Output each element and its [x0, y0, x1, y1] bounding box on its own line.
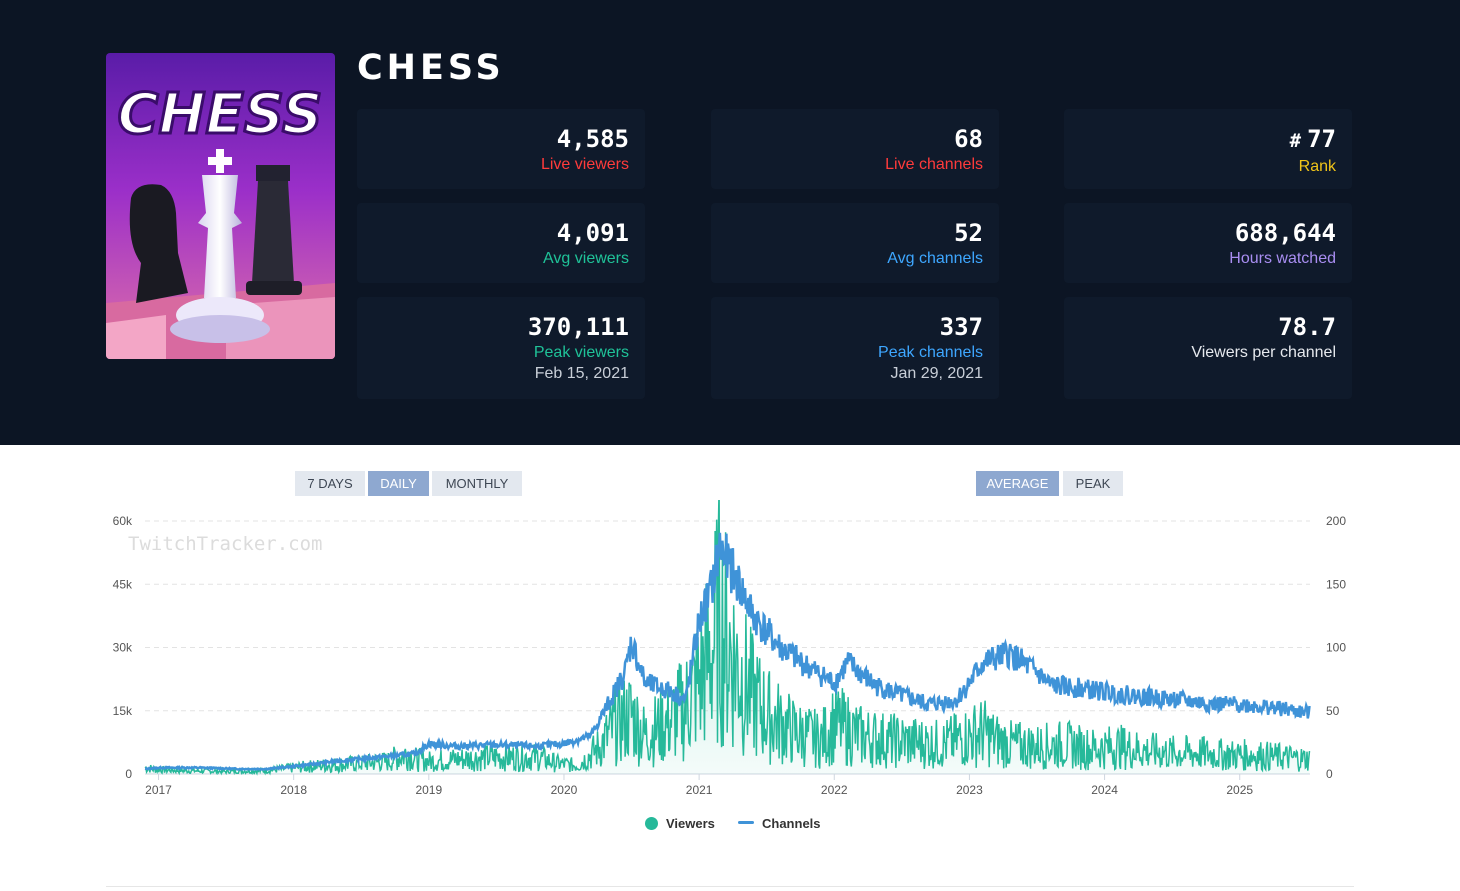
stat-value: 52 — [954, 219, 983, 247]
x-axis-tick-label: 2018 — [280, 783, 307, 797]
stat-label: Avg channels — [887, 250, 983, 267]
stat-value: #77 — [1064, 124, 1336, 156]
x-axis-tick-label: 2021 — [686, 783, 713, 797]
hash-symbol: # — [1289, 130, 1302, 152]
chart-legend: Viewers Channels — [0, 815, 1460, 835]
stat-card-peak-channels: 337 Peak channels Jan 29, 2021 — [711, 297, 999, 399]
stat-card-live-viewers: 4,585 Live viewers — [357, 109, 645, 189]
game-cover-art: CHESS — [106, 53, 335, 359]
watermark: TwitchTracker.com — [128, 533, 322, 555]
x-axis-tick-label: 2017 — [145, 783, 172, 797]
stat-label: Rank — [1298, 158, 1336, 175]
section-divider — [106, 886, 1354, 887]
stat-value: 370,111 — [527, 313, 629, 341]
stat-card-live-channels: 68 Live channels — [711, 109, 999, 189]
x-axis-tick-label: 2019 — [415, 783, 442, 797]
channels-series-line[interactable] — [144, 532, 1311, 772]
game-header: CHESS CHESS 4,585 Live viewers 68 Live c… — [0, 0, 1460, 445]
x-axis-tick-label: 2022 — [821, 783, 848, 797]
x-axis-tick-label: 2020 — [551, 783, 578, 797]
stat-value: 78.7 — [1278, 313, 1336, 341]
stat-label: Live viewers — [540, 156, 629, 173]
x-axis-tick-label: 2023 — [956, 783, 983, 797]
mode-average-button[interactable]: AVERAGE — [976, 471, 1059, 496]
mode-peak-button[interactable]: PEAK — [1063, 471, 1123, 496]
legend-label: Viewers — [666, 816, 715, 831]
legend-item-channels[interactable]: Channels — [738, 815, 821, 833]
rank-value: 77 — [1307, 125, 1336, 153]
range-7days-button[interactable]: 7 DAYS — [295, 471, 365, 496]
legend-item-viewers[interactable]: Viewers — [645, 815, 715, 833]
stat-label: Peak viewers — [533, 344, 629, 361]
stat-card-rank: #77 Rank — [1064, 109, 1352, 189]
stat-card-hours-watched: 688,644 Hours watched — [1064, 203, 1352, 283]
left-axis-tick-label: 30k — [113, 641, 133, 655]
x-axis-tick-label: 2024 — [1091, 783, 1118, 797]
stat-value: 337 — [939, 313, 983, 341]
left-axis-tick-label: 15k — [113, 704, 133, 718]
x-axis: 2017 2018 2019 2020 2021 2022 2023 2024 2025 — [145, 774, 1253, 797]
right-axis-tick-label: 150 — [1326, 577, 1346, 591]
left-axis-tick-label: 45k — [113, 577, 133, 591]
left-axis-tick-label: 0 — [125, 767, 132, 781]
right-axis-tick-label: 0 — [1326, 767, 1333, 781]
stat-value: 4,585 — [556, 125, 629, 153]
stat-label: Viewers per channel — [1191, 344, 1336, 361]
range-daily-button[interactable]: DAILY — [368, 471, 429, 496]
left-axis-tick-label: 60k — [113, 514, 133, 528]
legend-label: Channels — [762, 816, 821, 831]
stat-label: Live channels — [885, 156, 983, 173]
channels-legend-line-icon — [738, 821, 754, 824]
viewers-series-line[interactable] — [144, 500, 1311, 776]
stat-label: Peak channels — [878, 344, 983, 361]
stat-date: Jan 29, 2021 — [890, 365, 983, 382]
stat-label: Hours watched — [1229, 250, 1336, 267]
left-y-axis: 0 15k 30k 45k 60k — [113, 514, 133, 781]
right-axis-tick-label: 100 — [1326, 641, 1346, 655]
stat-label: Avg viewers — [543, 250, 629, 267]
stat-card-viewers-per-channel: 78.7 Viewers per channel — [1064, 297, 1352, 399]
viewers-legend-dot-icon — [645, 817, 658, 830]
stat-date: Feb 15, 2021 — [534, 365, 629, 382]
stat-value: 4,091 — [556, 219, 629, 247]
right-axis-tick-label: 200 — [1326, 514, 1346, 528]
stat-value: 68 — [954, 125, 983, 153]
right-y-axis: 0 50 100 150 200 — [1326, 514, 1346, 781]
range-monthly-button[interactable]: MONTHLY — [432, 471, 522, 496]
stat-value: 688,644 — [1234, 219, 1336, 247]
page-title: CHESS — [357, 48, 505, 88]
right-axis-tick-label: 50 — [1326, 704, 1340, 718]
cover-title: CHESS — [118, 82, 323, 147]
stat-card-avg-channels: 52 Avg channels — [711, 203, 999, 283]
x-axis-tick-label: 2025 — [1226, 783, 1253, 797]
stat-card-peak-viewers: 370,111 Peak viewers Feb 15, 2021 — [357, 297, 645, 399]
stat-card-avg-viewers: 4,091 Avg viewers — [357, 203, 645, 283]
